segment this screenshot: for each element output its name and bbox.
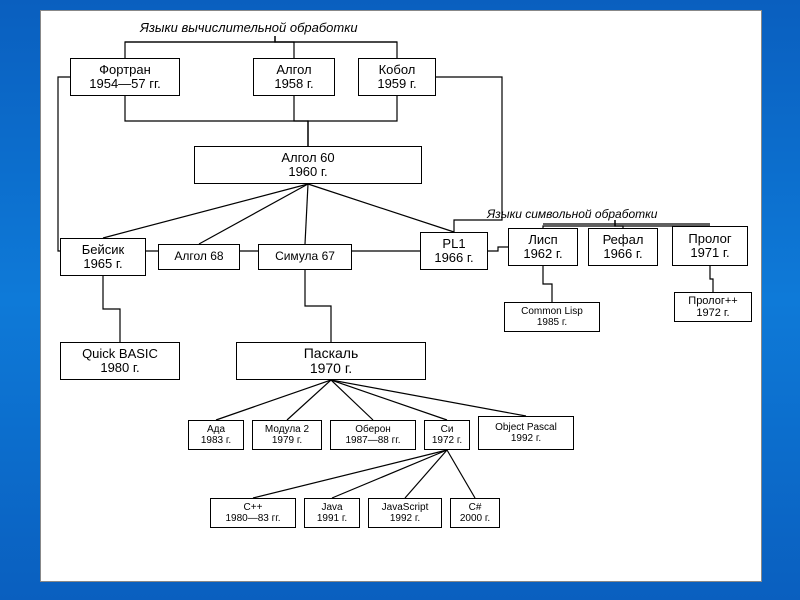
node-subtitle: 1962 г. bbox=[523, 247, 562, 261]
node-title: Рефал bbox=[603, 233, 644, 247]
node-title: Пролог++ bbox=[688, 295, 737, 307]
node-title: JavaScript bbox=[382, 502, 429, 513]
node-title: C# bbox=[469, 502, 482, 513]
node-qbasic: Quick BASIC1980 г. bbox=[60, 342, 180, 380]
node-subtitle: 1987—88 гг. bbox=[346, 435, 401, 446]
node-algol60: Алгол 601960 г. bbox=[194, 146, 422, 184]
node-title: Object Pascal bbox=[495, 422, 557, 433]
node-subtitle: 1991 г. bbox=[317, 513, 347, 524]
node-pl1: PL11966 г. bbox=[420, 232, 488, 270]
node-algol: Алгол1958 г. bbox=[253, 58, 335, 96]
node-csharp: C#2000 г. bbox=[450, 498, 500, 528]
node-subtitle: 1954—57 гг. bbox=[89, 77, 161, 91]
node-title: Фортран bbox=[99, 63, 151, 77]
node-title: Java bbox=[321, 502, 342, 513]
node-title: Паскаль bbox=[304, 346, 359, 361]
node-subtitle: 1971 г. bbox=[690, 246, 729, 260]
node-subtitle: 1972 г. bbox=[432, 435, 462, 446]
node-js: JavaScript1992 г. bbox=[368, 498, 442, 528]
caption-cap1: Языки вычислительной обработки bbox=[140, 20, 358, 35]
node-subtitle: 1966 г. bbox=[603, 247, 642, 261]
node-simula67: Симула 67 bbox=[258, 244, 352, 270]
node-subtitle: 1992 г. bbox=[390, 513, 420, 524]
node-title: Бейсик bbox=[82, 243, 124, 257]
node-subtitle: 1972 г. bbox=[696, 307, 729, 319]
node-modula2: Модула 21979 г. bbox=[252, 420, 322, 450]
node-oberon: Оберон1987—88 гг. bbox=[330, 420, 416, 450]
node-title: Оберон bbox=[355, 424, 391, 435]
node-title: Ада bbox=[207, 424, 225, 435]
node-subtitle: 1966 г. bbox=[434, 251, 473, 265]
node-subtitle: 1960 г. bbox=[288, 165, 327, 179]
node-subtitle: 1970 г. bbox=[310, 361, 352, 376]
node-title: Кобол bbox=[379, 63, 416, 77]
node-java: Java1991 г. bbox=[304, 498, 360, 528]
node-algol68: Алгол 68 bbox=[158, 244, 240, 270]
node-pascal: Паскаль1970 г. bbox=[236, 342, 426, 380]
node-prologpp: Пролог++1972 г. bbox=[674, 292, 752, 322]
node-subtitle: 1979 г. bbox=[272, 435, 302, 446]
node-title: Модула 2 bbox=[265, 424, 309, 435]
node-title: Алгол 68 bbox=[174, 250, 223, 263]
node-subtitle: 1980 г. bbox=[100, 361, 139, 375]
node-title: Пролог bbox=[688, 232, 731, 246]
node-subtitle: 1959 г. bbox=[377, 77, 416, 91]
node-cobol: Кобол1959 г. bbox=[358, 58, 436, 96]
node-subtitle: 1980—83 гг. bbox=[226, 513, 281, 524]
node-cpp: C++1980—83 гг. bbox=[210, 498, 296, 528]
node-lisp: Лисп1962 г. bbox=[508, 228, 578, 266]
node-title: Common Lisp bbox=[521, 306, 583, 317]
node-title: Си bbox=[441, 424, 454, 435]
node-title: Алгол bbox=[276, 63, 311, 77]
node-basic: Бейсик1965 г. bbox=[60, 238, 146, 276]
node-subtitle: 2000 г. bbox=[460, 513, 490, 524]
node-ci: Си1972 г. bbox=[424, 420, 470, 450]
node-subtitle: 1983 г. bbox=[201, 435, 231, 446]
node-title: Quick BASIC bbox=[82, 347, 158, 361]
node-title: C++ bbox=[244, 502, 263, 513]
node-title: Лисп bbox=[528, 233, 557, 247]
node-subtitle: 1985 г. bbox=[537, 317, 567, 328]
node-title: PL1 bbox=[442, 237, 465, 251]
node-objpascal: Object Pascal1992 г. bbox=[478, 416, 574, 450]
node-fortran: Фортран1954—57 гг. bbox=[70, 58, 180, 96]
node-title: Симула 67 bbox=[275, 250, 335, 263]
node-title: Алгол 60 bbox=[281, 151, 334, 165]
node-refal: Рефал1966 г. bbox=[588, 228, 658, 266]
node-subtitle: 1958 г. bbox=[274, 77, 313, 91]
node-ada: Ада1983 г. bbox=[188, 420, 244, 450]
node-subtitle: 1965 г. bbox=[83, 257, 122, 271]
node-prolog: Пролог1971 г. bbox=[672, 226, 748, 266]
caption-cap2: Языки символьной обработки bbox=[487, 207, 657, 221]
node-clisp: Common Lisp1985 г. bbox=[504, 302, 600, 332]
node-subtitle: 1992 г. bbox=[511, 433, 541, 444]
